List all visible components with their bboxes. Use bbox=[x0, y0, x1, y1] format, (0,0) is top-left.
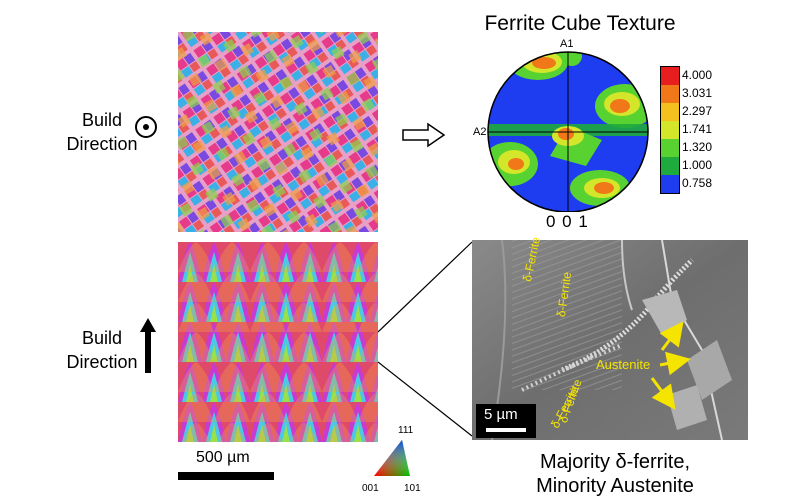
pf-axis-a2: A2 bbox=[473, 126, 487, 138]
sem-scale-bar bbox=[486, 428, 526, 432]
pole-figure bbox=[487, 51, 649, 212]
legend-value: 1.320 bbox=[682, 140, 713, 154]
pf-legend-bar bbox=[660, 66, 680, 194]
legend-value: 1.000 bbox=[682, 158, 713, 172]
legend-swatch bbox=[661, 157, 679, 175]
zoom-lines bbox=[378, 241, 473, 437]
pf-axis-a1: A1 bbox=[560, 38, 574, 50]
ebsd-map-top bbox=[178, 32, 378, 232]
legend-value: 1.741 bbox=[682, 122, 713, 136]
legend-swatch bbox=[661, 85, 679, 103]
sem-caption: Majority δ-ferrite, Minority Austenite bbox=[536, 451, 694, 497]
legend-value: 4.000 bbox=[682, 68, 713, 82]
hollow-arrow-icon bbox=[402, 122, 446, 148]
scale-bar bbox=[178, 472, 274, 480]
legend-value: 3.031 bbox=[682, 86, 713, 100]
legend-value: 2.297 bbox=[682, 104, 713, 118]
legend-swatch bbox=[661, 175, 679, 193]
legend-swatch bbox=[661, 121, 679, 139]
sem-scale-box bbox=[476, 404, 536, 438]
ipf-key-triangle bbox=[374, 440, 410, 476]
build-direction-label-bottom: Build Direction bbox=[66, 328, 138, 372]
ipf-key-001: 001 bbox=[362, 483, 379, 494]
ipf-key-111: 111 bbox=[398, 425, 414, 436]
legend-swatch bbox=[661, 103, 679, 121]
sem-scale-label: 5 µm bbox=[484, 406, 518, 423]
ebsd-map-top-image bbox=[178, 32, 378, 232]
ebsd-map-bottom bbox=[178, 242, 378, 442]
pole-figure-title: Ferrite Cube Texture bbox=[484, 12, 676, 35]
ipf-key-101: 101 bbox=[404, 483, 421, 494]
legend-swatch bbox=[661, 67, 679, 85]
up-arrow-icon bbox=[140, 318, 156, 373]
austenite-arrows bbox=[650, 321, 691, 410]
out-of-plane-icon bbox=[135, 116, 157, 138]
scale-bar-label: 500 µm bbox=[196, 449, 250, 466]
ebsd-map-bottom-image bbox=[178, 242, 378, 442]
build-direction-label-top: Build Direction bbox=[66, 110, 138, 154]
pf-plane-label: 0 0 1 bbox=[546, 212, 589, 231]
sem-label-austenite: Austenite bbox=[596, 357, 651, 372]
legend-swatch bbox=[661, 139, 679, 157]
arrow-down bbox=[650, 377, 676, 410]
legend-value: 0.758 bbox=[682, 176, 713, 190]
arrow-up bbox=[659, 321, 684, 351]
arrow-right bbox=[659, 351, 691, 376]
